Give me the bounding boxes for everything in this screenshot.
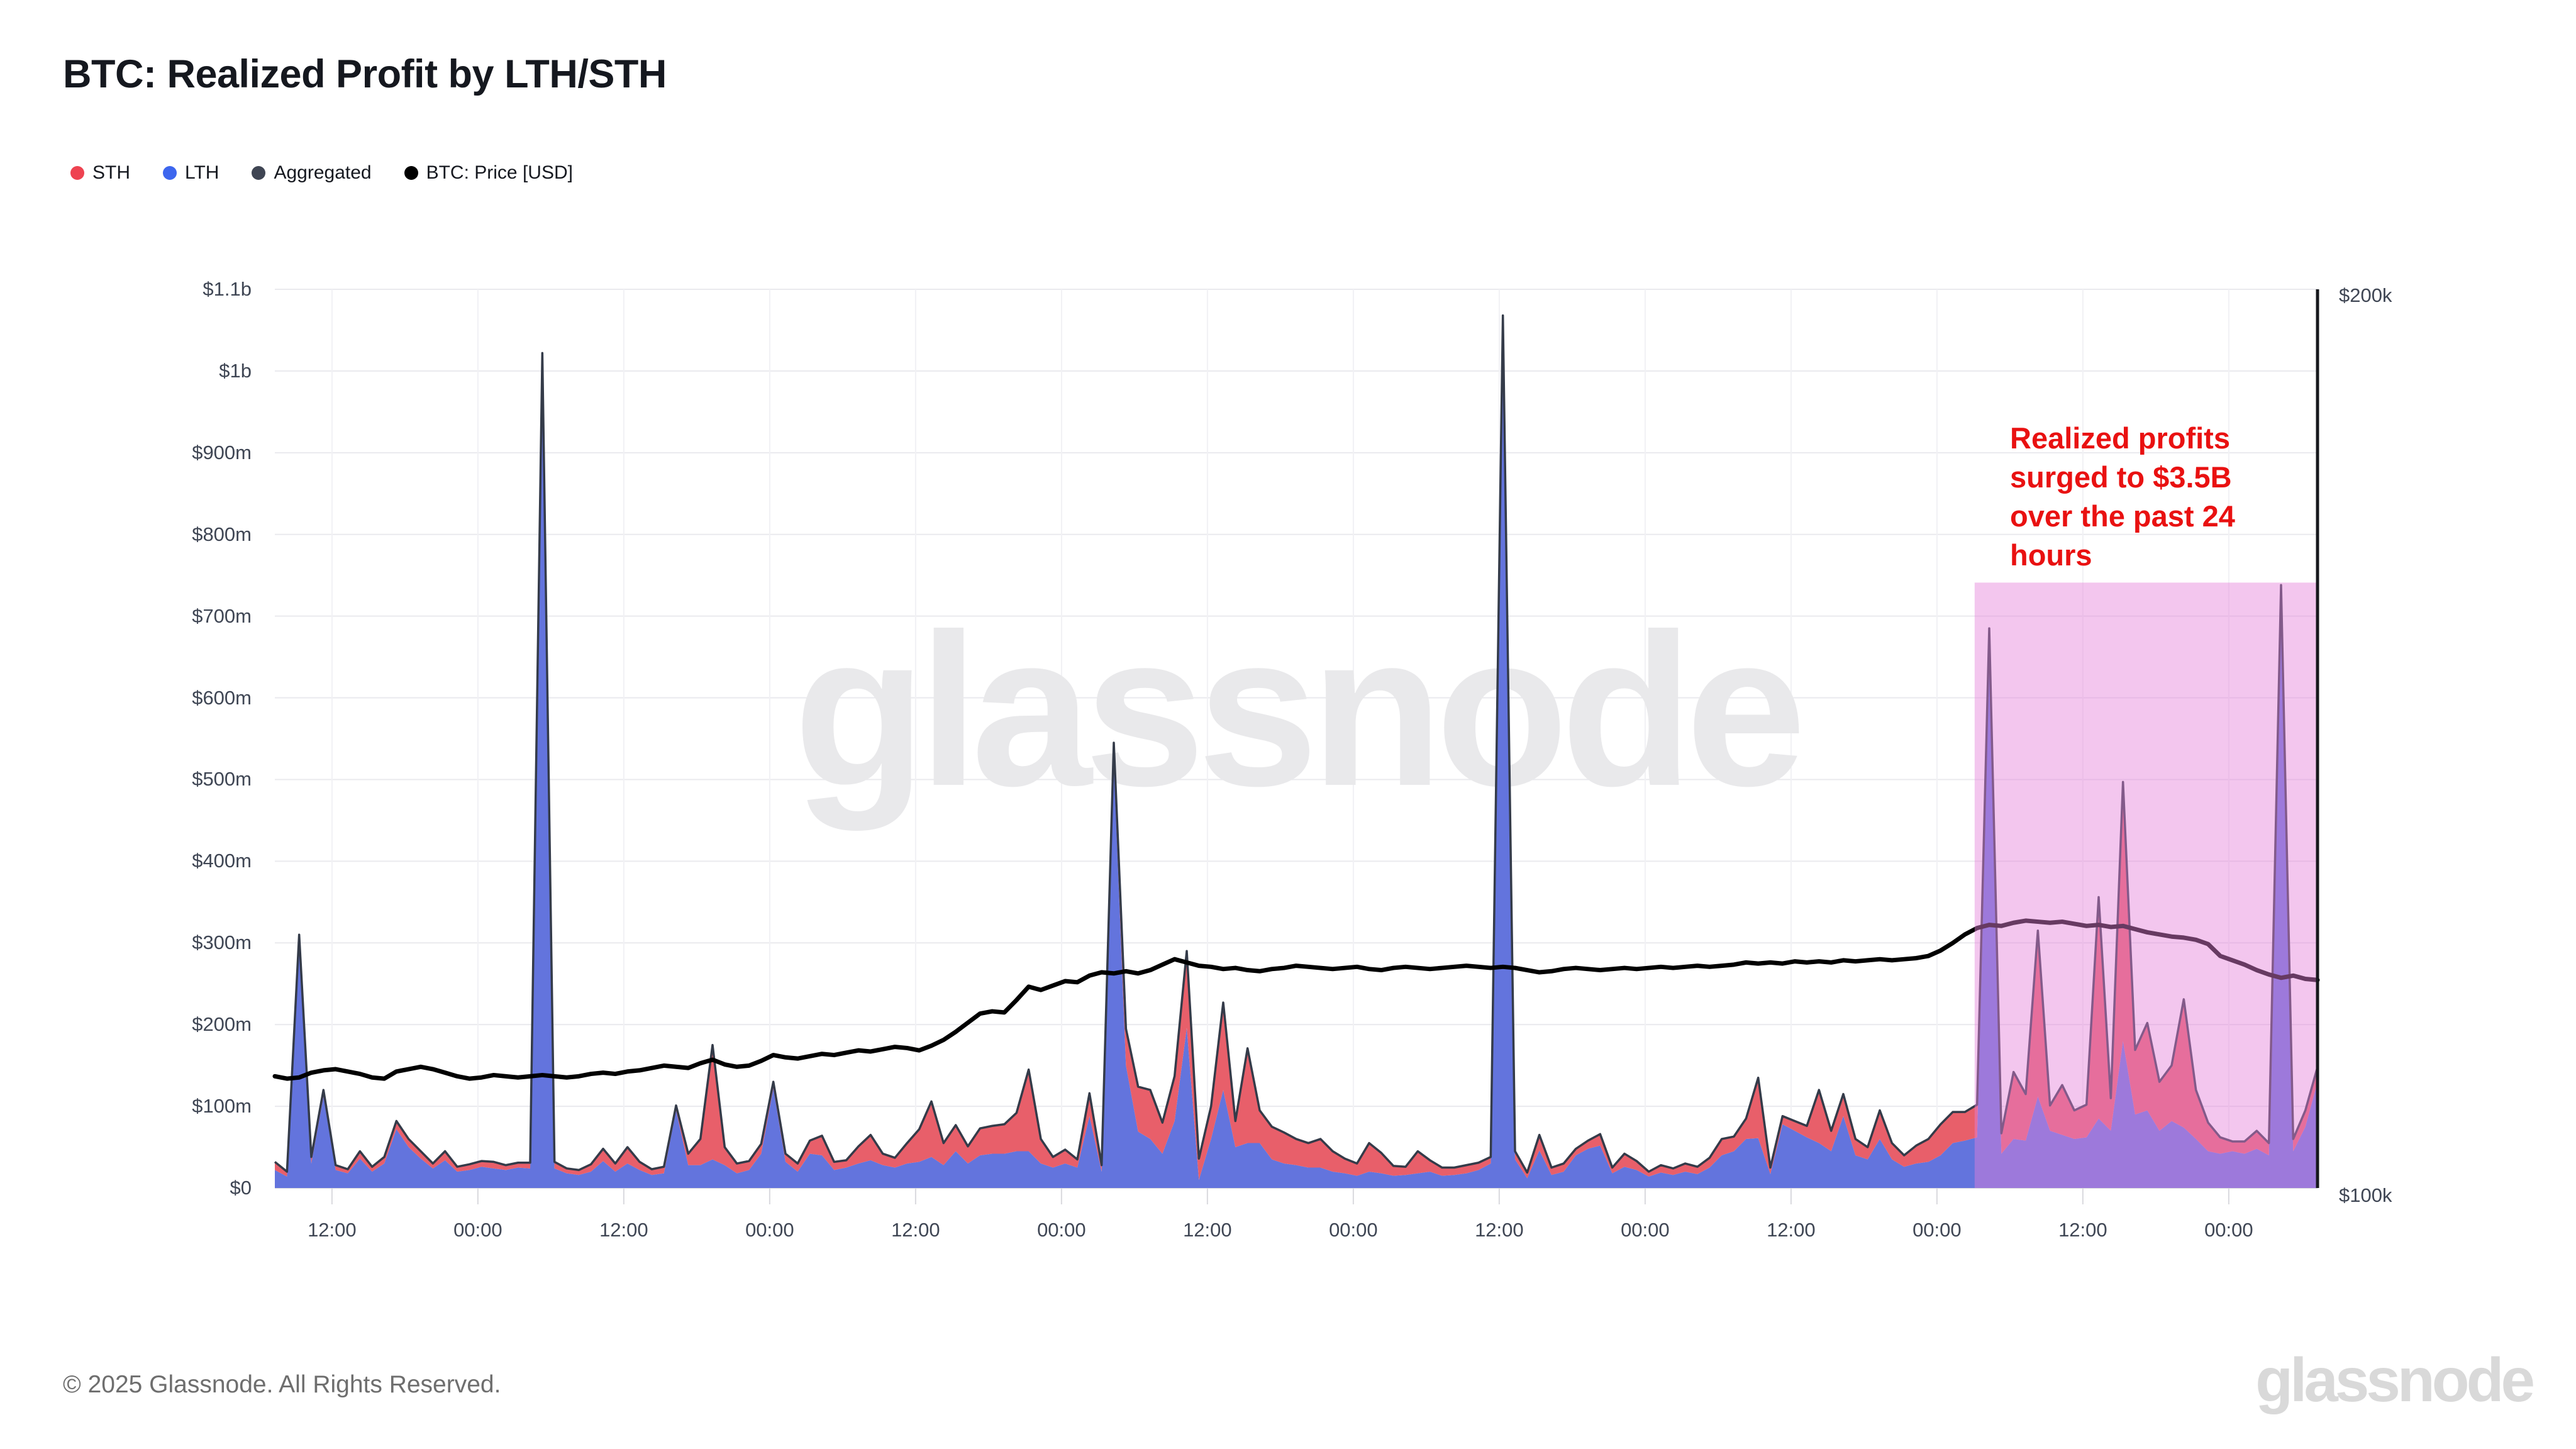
legend-label: LTH [185, 162, 219, 183]
right-axis-label-bottom: $100k [2339, 1184, 2392, 1206]
x-tick-label: 00:00 [1621, 1219, 1670, 1241]
left-axis-label: $1.1b [203, 278, 252, 300]
x-tick-label: 00:00 [453, 1219, 502, 1241]
annotation-line: surged to $3.5B [2010, 460, 2232, 494]
left-axis-label: $0 [230, 1177, 252, 1199]
left-axis-label: $900m [192, 441, 252, 464]
left-axis-label: $600m [192, 686, 252, 709]
x-tick-label: 12:00 [1475, 1219, 1524, 1241]
sth-dot-icon [70, 166, 84, 180]
legend-item-aggregated[interactable]: Aggregated [252, 162, 372, 184]
copyright-text: © 2025 Glassnode. All Rights Reserved. [63, 1371, 501, 1398]
x-tick-label: 12:00 [1767, 1219, 1816, 1241]
x-tick-label: 00:00 [1913, 1219, 1962, 1241]
left-axis-label: $400m [192, 850, 252, 872]
chart-plot[interactable]: glassnode [272, 289, 2320, 1204]
legend-label: Aggregated [274, 162, 372, 183]
left-axis-label: $700m [192, 604, 252, 627]
annotation-line: hours [2010, 538, 2092, 572]
left-axis-label: $1b [219, 359, 252, 382]
right-axis-label-top: $200k [2339, 284, 2392, 306]
x-tick-label: 12:00 [2058, 1219, 2107, 1241]
chart-legend: STH LTH Aggregated BTC: Price [USD] [70, 162, 573, 184]
legend-label: STH [92, 162, 130, 183]
x-tick-label: 00:00 [1329, 1219, 1378, 1241]
aggregated-line [274, 314, 2319, 1174]
left-axis-label: $500m [192, 768, 252, 791]
left-axis-label: $300m [192, 931, 252, 954]
annotation-line: over the past 24 [2010, 499, 2235, 533]
x-tick-label: 12:00 [891, 1219, 940, 1241]
watermark-text: glassnode [794, 589, 1801, 832]
sth-area [275, 315, 2318, 1180]
x-tick-label: 12:00 [1183, 1219, 1232, 1241]
page-title: BTC: Realized Profit by LTH/STH [63, 52, 667, 96]
x-tick-label: 00:00 [1037, 1219, 1086, 1241]
annotation-line: Realized profits [2010, 421, 2230, 455]
aggregated-dot-icon [252, 166, 266, 180]
x-tick-label: 12:00 [308, 1219, 357, 1241]
x-tick-label: 12:00 [599, 1219, 648, 1241]
legend-item-lth[interactable]: LTH [163, 162, 219, 184]
price-line [272, 918, 2320, 1081]
left-axis-label: $800m [192, 523, 252, 545]
lth-dot-icon [163, 166, 177, 180]
left-axis-label: $200m [192, 1013, 252, 1036]
x-tick-label: 00:00 [745, 1219, 794, 1241]
legend-item-sth[interactable]: STH [70, 162, 130, 184]
legend-item-btc-price[interactable]: BTC: Price [USD] [404, 162, 573, 184]
highlight-region [1974, 582, 2318, 1188]
btc-price-dot-icon [404, 166, 418, 180]
glassnode-logo: glassnode [2255, 1345, 2535, 1414]
left-axis-label: $100m [192, 1095, 252, 1118]
legend-label: BTC: Price [USD] [426, 162, 573, 183]
x-tick-label: 00:00 [2204, 1219, 2253, 1241]
annotation-callout: Realized profits surged to $3.5B over th… [2010, 419, 2419, 575]
